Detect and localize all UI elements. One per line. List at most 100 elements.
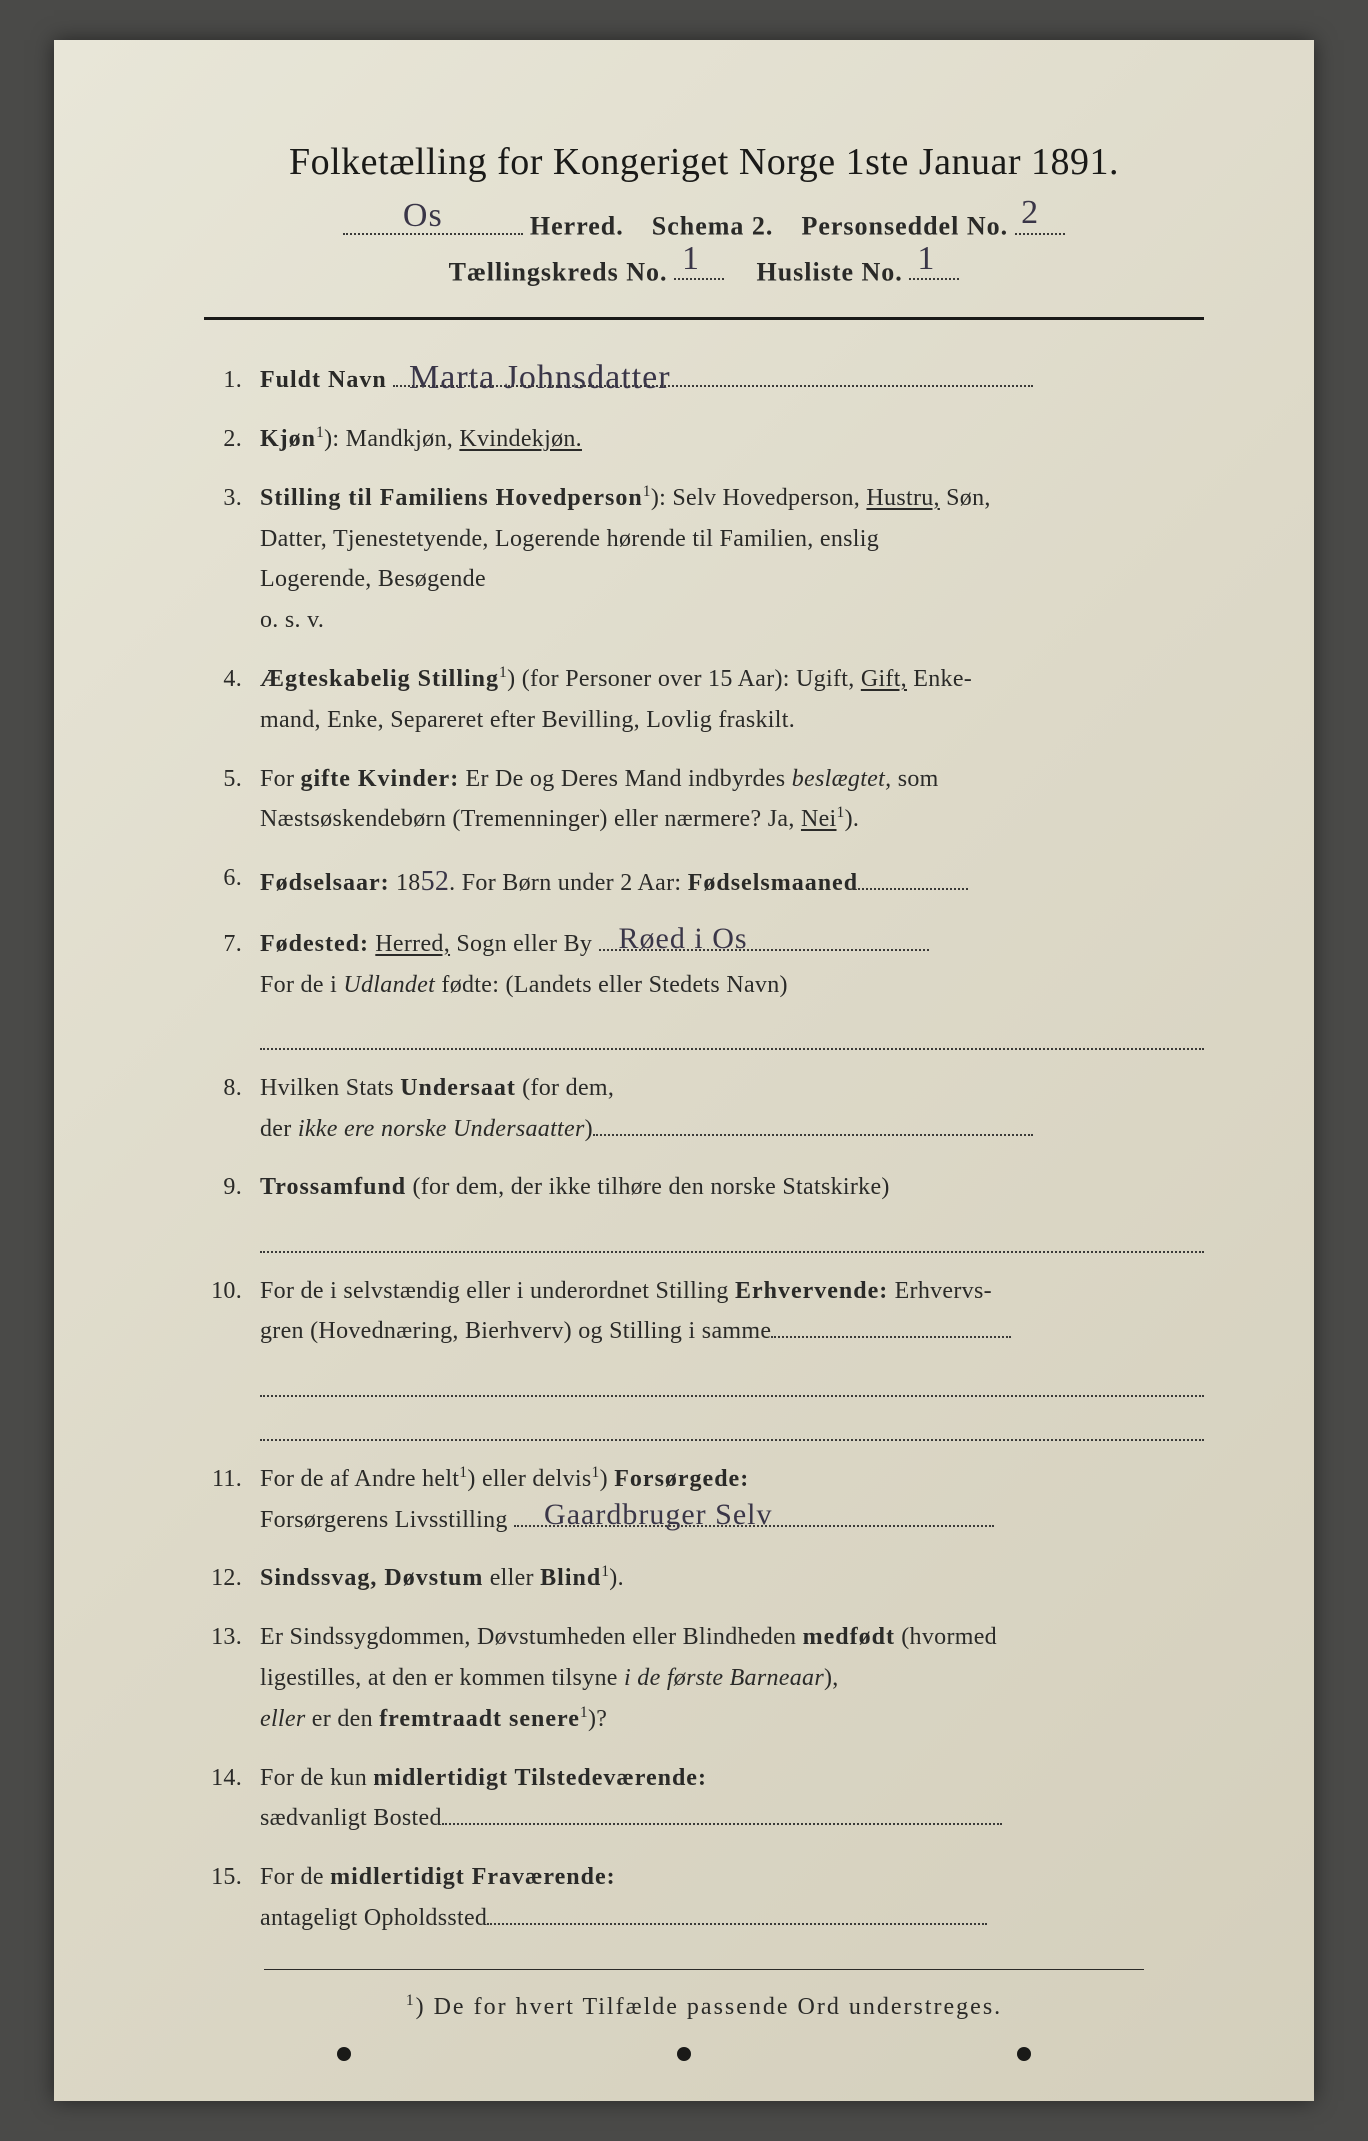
item-4: 4. Ægteskabelig Stilling1) (for Personer…	[204, 659, 1204, 741]
husliste-label: Husliste No.	[756, 257, 902, 286]
t: eller	[260, 1706, 305, 1732]
sup: 1	[592, 1464, 600, 1481]
t: ),	[824, 1665, 839, 1691]
item-num: 14.	[204, 1758, 260, 1840]
item-4-underlined: Gift,	[861, 666, 907, 692]
t: For de i	[260, 972, 343, 998]
item-11-cont: Forsørgerens Livsstilling Gaardbruger Se…	[260, 1500, 1204, 1541]
item-9: 9. Trossamfund (for dem, der ikke tilhør…	[204, 1167, 1204, 1252]
item-4-trail: Enke-	[907, 666, 972, 692]
t: eller	[483, 1565, 540, 1591]
dotline	[260, 1011, 1204, 1049]
item-3-cont3: o. s. v.	[260, 600, 1204, 641]
item-num: 9.	[204, 1167, 260, 1252]
footnote-divider	[264, 1969, 1144, 1970]
t: som	[891, 766, 938, 792]
sup: 1	[837, 804, 845, 821]
item-3-text: ): Selv Hovedperson,	[651, 485, 867, 511]
item-7-label: Fødested:	[260, 931, 369, 957]
item-9-label: Trossamfund	[260, 1174, 406, 1200]
sup: 1	[643, 483, 651, 500]
item-2-text: ): Mandkjøn,	[324, 426, 459, 452]
item-num: 13.	[204, 1617, 260, 1739]
t: (hvormed	[895, 1624, 997, 1650]
t: Nei	[801, 806, 837, 832]
item-13: 13. Er Sindssygdommen, Døvstumheden elle…	[204, 1617, 1204, 1739]
punch-hole-icon	[337, 2047, 351, 2061]
personseddel-value: 2	[1021, 194, 1039, 232]
t: )?	[588, 1706, 607, 1732]
item-10-label: Erhvervende:	[735, 1278, 888, 1304]
subheader-row-2: Tællingskreds No. 1 Husliste No. 1	[204, 252, 1204, 288]
item-3-cont1: Datter, Tjenestetyende, Logerende hørend…	[260, 519, 1204, 560]
item-1-label: Fuldt Navn	[260, 367, 387, 393]
t: Udlandet	[343, 972, 435, 998]
item-body: Sindssvag, Døvstum eller Blind1).	[260, 1558, 1204, 1599]
t: For de af Andre helt	[260, 1466, 459, 1492]
t: fremtraadt senere	[379, 1706, 580, 1732]
item-8-label: Undersaat	[400, 1075, 516, 1101]
t: sædvanligt Bosted	[260, 1805, 442, 1831]
item-11: 11. For de af Andre helt1) eller delvis1…	[204, 1459, 1204, 1541]
personseddel-label: Personseddel No.	[801, 212, 1008, 241]
t: ).	[845, 806, 860, 832]
item-13-cont2: eller er den fremtraadt senere1)?	[260, 1699, 1204, 1740]
item-15-cont: antageligt Opholdssted	[260, 1898, 1204, 1939]
item-12-label2: Blind	[540, 1565, 601, 1591]
t: Sogn eller By	[450, 931, 592, 957]
sup: 1	[316, 424, 324, 441]
punch-hole-icon	[677, 2047, 691, 2061]
item-14: 14. For de kun midlertidigt Tilstedevære…	[204, 1758, 1204, 1840]
t: er den	[305, 1706, 379, 1732]
item-body: For de midlertidigt Fraværende: antageli…	[260, 1857, 1204, 1939]
taellingskreds-label: Tællingskreds No.	[449, 257, 668, 286]
item-15: 15. For de midlertidigt Fraværende: anta…	[204, 1857, 1204, 1939]
item-5: 5. For gifte Kvinder: Er De og Deres Man…	[204, 759, 1204, 841]
item-6: 6. Fødselsaar: 1852. For Børn under 2 Aa…	[204, 858, 1204, 906]
item-num: 6.	[204, 858, 260, 906]
footnote: 1) De for hvert Tilfælde passende Ord un…	[204, 1992, 1204, 2021]
item-2-underlined: Kvindekjøn.	[459, 426, 582, 452]
item-num: 15.	[204, 1857, 260, 1939]
item-13-cont1: ligestilles, at den er kommen tilsyne i …	[260, 1658, 1204, 1699]
provider-field: Gaardbruger Selv	[514, 1503, 994, 1527]
item-15-label: midlertidigt Fraværende:	[330, 1864, 616, 1890]
item-3-label: Stilling til Familiens Hovedperson	[260, 485, 643, 511]
item-10: 10. For de i selvstændig eller i underor…	[204, 1271, 1204, 1441]
item-3-trail: Søn,	[940, 485, 991, 511]
item-4-cont1: mand, Enke, Separeret efter Bevilling, L…	[260, 700, 1204, 741]
item-8: 8. Hvilken Stats Undersaat (for dem, der…	[204, 1068, 1204, 1150]
item-num: 5.	[204, 759, 260, 841]
herred-value: Os	[403, 197, 443, 235]
item-num: 1.	[204, 360, 260, 401]
item-body: For de kun midlertidigt Tilstedeværende:…	[260, 1758, 1204, 1840]
item-14-label: midlertidigt Tilstedeværende:	[373, 1765, 707, 1791]
footnote-sup: 1	[406, 1992, 416, 2009]
dotline	[487, 1901, 987, 1925]
birthplace-value: Røed i Os	[619, 913, 748, 964]
item-3: 3. Stilling til Familiens Hovedperson1):…	[204, 478, 1204, 641]
item-body: Hvilken Stats Undersaat (for dem, der ik…	[260, 1068, 1204, 1150]
item-10-cont: gren (Hovednæring, Bierhverv) og Stillin…	[260, 1311, 1204, 1352]
item-body: Fødested: Herred, Sogn eller By Røed i O…	[260, 924, 1204, 1050]
item-8-cont: der ikke ere norske Undersaatter)	[260, 1109, 1204, 1150]
item-num: 10.	[204, 1271, 260, 1441]
t: ).	[609, 1565, 624, 1591]
item-7: 7. Fødested: Herred, Sogn eller By Røed …	[204, 924, 1204, 1050]
sup: 1	[580, 1704, 588, 1721]
item-num: 12.	[204, 1558, 260, 1599]
t: Forsørgerens Livsstilling	[260, 1507, 508, 1533]
item-body: For de i selvstændig eller i underordnet…	[260, 1271, 1204, 1441]
item-num: 8.	[204, 1068, 260, 1150]
t: (for dem,	[516, 1075, 614, 1101]
t: For	[260, 766, 301, 792]
item-2-label: Kjøn	[260, 426, 316, 452]
item-3-underlined: Hustru,	[866, 485, 939, 511]
punch-hole-icon	[1017, 2047, 1031, 2061]
dotline	[260, 1403, 1204, 1441]
t: Hvilken Stats	[260, 1075, 400, 1101]
item-body: For de af Andre helt1) eller delvis1) Fo…	[260, 1459, 1204, 1541]
item-12-label: Sindssvag, Døvstum	[260, 1565, 483, 1591]
t: . For Børn under 2 Aar:	[449, 870, 688, 896]
t: beslægtet,	[792, 766, 892, 792]
